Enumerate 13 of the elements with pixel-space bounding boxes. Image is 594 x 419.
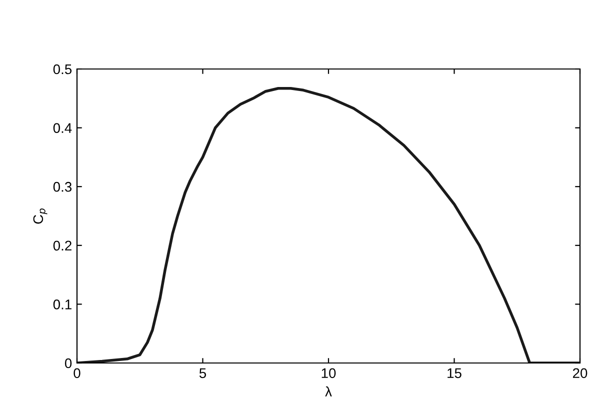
y-tick-label: 0.5: [53, 64, 72, 74]
y-tick-label: 0.4: [53, 123, 72, 133]
y-axis-title: C$_{p}$: [33, 208, 48, 224]
x-tick-label: 10: [322, 368, 336, 378]
x-tick-label: 0: [74, 368, 80, 378]
x-tick-label: 15: [448, 368, 462, 378]
y-tick-label: 0.1: [53, 300, 72, 310]
x-axis-title: λ: [325, 386, 332, 396]
y-tick-label: 0.3: [53, 182, 72, 192]
x-tick-label: 20: [572, 368, 588, 378]
x-tick-label: 5: [199, 368, 206, 378]
y-tick-label: 0.2: [53, 240, 72, 251]
y-tick-label: 0: [64, 358, 72, 368]
